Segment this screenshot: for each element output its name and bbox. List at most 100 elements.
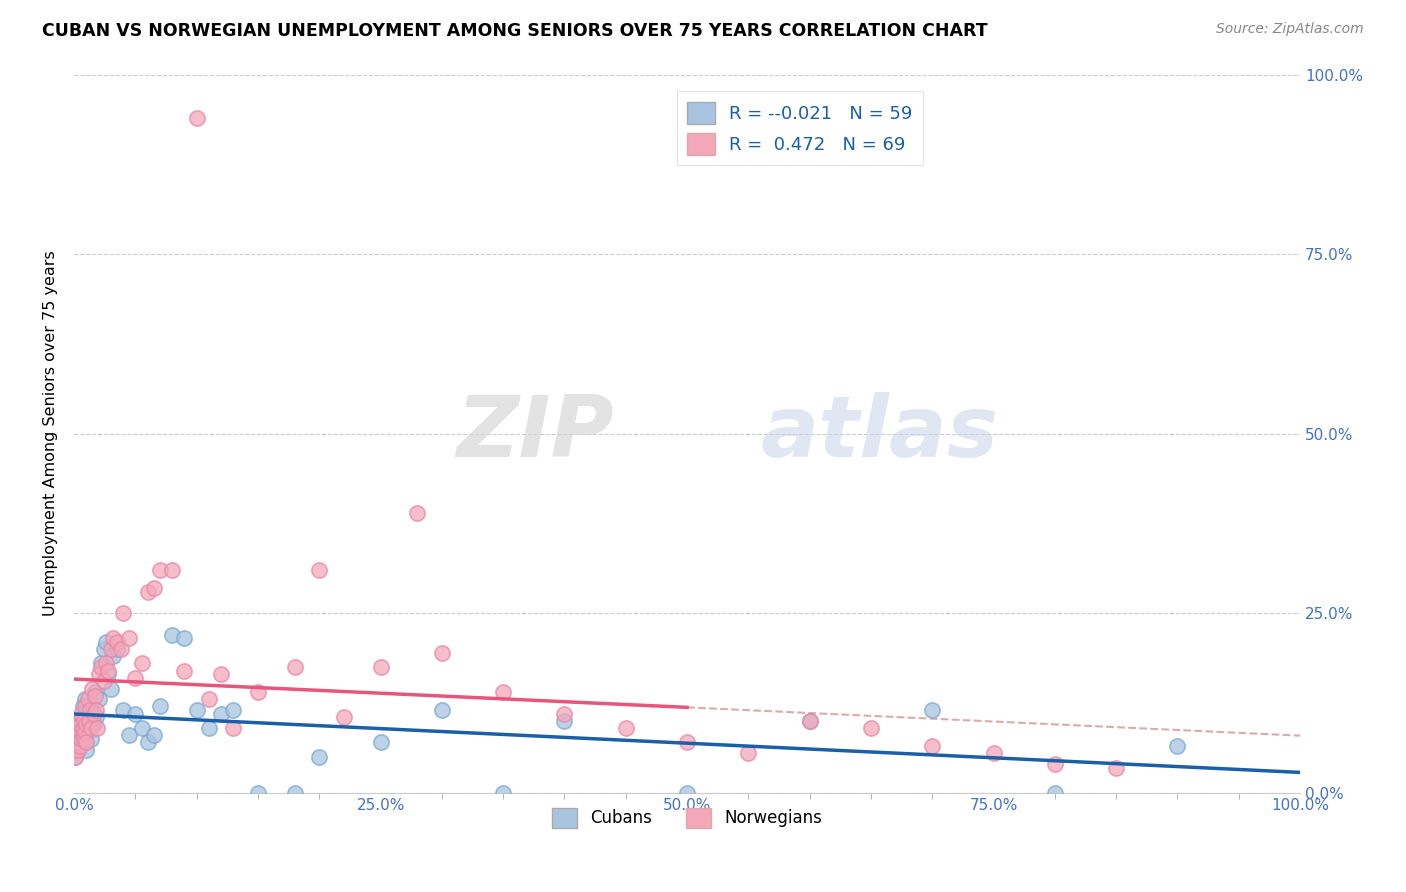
Point <box>65 728 87 742</box>
Point <box>105 642 128 657</box>
Point <box>799 714 821 728</box>
Point <box>209 706 232 721</box>
Point <box>75 742 97 756</box>
Point <box>112 703 135 717</box>
Point <box>67 728 90 742</box>
Point <box>80 731 103 746</box>
Point <box>84 703 107 717</box>
Point <box>173 664 195 678</box>
Point <box>66 742 89 756</box>
Point <box>118 728 141 742</box>
Point <box>103 649 125 664</box>
Point <box>97 667 120 681</box>
Point <box>430 703 453 717</box>
Point <box>76 724 98 739</box>
Point <box>136 584 159 599</box>
Point <box>149 699 172 714</box>
Point <box>72 721 94 735</box>
Point <box>90 660 112 674</box>
Point <box>66 742 89 756</box>
Point <box>72 728 94 742</box>
Point <box>105 635 128 649</box>
Point <box>69 717 91 731</box>
Point <box>1043 756 1066 771</box>
Point <box>94 635 117 649</box>
Point <box>70 731 93 746</box>
Point <box>87 667 110 681</box>
Point <box>90 657 112 671</box>
Point <box>76 692 98 706</box>
Point <box>198 721 221 735</box>
Point <box>149 563 172 577</box>
Legend: Cubans, Norwegians: Cubans, Norwegians <box>546 801 828 835</box>
Point <box>97 664 120 678</box>
Point <box>83 706 105 721</box>
Point <box>82 681 104 696</box>
Point <box>75 714 97 728</box>
Point <box>124 671 146 685</box>
Point <box>63 742 86 756</box>
Point <box>553 706 575 721</box>
Point <box>79 717 101 731</box>
Point <box>77 706 100 721</box>
Text: ZIP: ZIP <box>456 392 613 475</box>
Point <box>75 724 97 739</box>
Point <box>72 699 94 714</box>
Point <box>553 714 575 728</box>
Point <box>100 681 122 696</box>
Point <box>79 703 101 717</box>
Point <box>75 692 97 706</box>
Point <box>70 735 93 749</box>
Point <box>131 657 153 671</box>
Point <box>73 728 96 742</box>
Point <box>614 721 637 735</box>
Point <box>676 735 699 749</box>
Point <box>70 706 93 721</box>
Point <box>65 721 87 735</box>
Y-axis label: Unemployment Among Seniors over 75 years: Unemployment Among Seniors over 75 years <box>44 251 58 616</box>
Point <box>676 786 699 800</box>
Point <box>921 703 943 717</box>
Point <box>173 632 195 646</box>
Point <box>284 660 307 674</box>
Point <box>799 714 821 728</box>
Point <box>84 685 107 699</box>
Point <box>66 721 89 735</box>
Point <box>103 632 125 646</box>
Point <box>246 786 269 800</box>
Point <box>222 721 245 735</box>
Point <box>246 685 269 699</box>
Point <box>93 642 115 657</box>
Point <box>83 717 105 731</box>
Point <box>67 735 90 749</box>
Point <box>983 746 1005 760</box>
Point <box>136 735 159 749</box>
Point <box>737 746 759 760</box>
Point <box>186 703 208 717</box>
Point <box>492 685 515 699</box>
Text: CUBAN VS NORWEGIAN UNEMPLOYMENT AMONG SENIORS OVER 75 YEARS CORRELATION CHART: CUBAN VS NORWEGIAN UNEMPLOYMENT AMONG SE… <box>42 22 988 40</box>
Point <box>65 749 87 764</box>
Point <box>370 660 392 674</box>
Point <box>131 721 153 735</box>
Point <box>118 632 141 646</box>
Point <box>84 710 107 724</box>
Point <box>186 111 208 125</box>
Point <box>75 735 97 749</box>
Point <box>110 642 132 657</box>
Point <box>284 786 307 800</box>
Point <box>73 731 96 746</box>
Point <box>77 714 100 728</box>
Point <box>1043 786 1066 800</box>
Point <box>333 710 356 724</box>
Point <box>100 642 122 657</box>
Point <box>112 606 135 620</box>
Point <box>70 714 93 728</box>
Point <box>222 703 245 717</box>
Point <box>94 657 117 671</box>
Point <box>160 563 183 577</box>
Text: Source: ZipAtlas.com: Source: ZipAtlas.com <box>1216 22 1364 37</box>
Point <box>921 739 943 753</box>
Point <box>75 717 97 731</box>
Point <box>84 689 107 703</box>
